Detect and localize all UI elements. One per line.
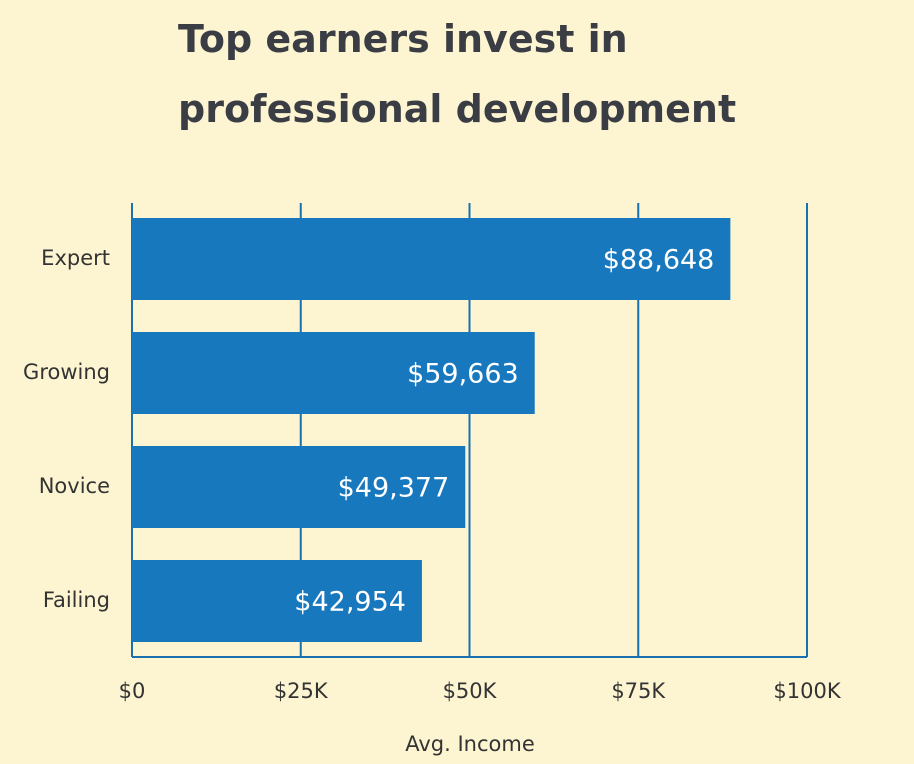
- value-label: $42,954: [294, 587, 406, 618]
- x-axis-label: Avg. Income: [405, 732, 535, 756]
- bar: [132, 446, 466, 528]
- chart-title: Top earners invest in professional devel…: [178, 17, 737, 131]
- bar: [132, 218, 731, 300]
- category-label: Novice: [39, 474, 110, 498]
- bar: [132, 332, 535, 414]
- bar: [132, 560, 422, 642]
- value-label: $49,377: [338, 473, 450, 504]
- category-label: Growing: [23, 360, 110, 384]
- x-tick-label: $50K: [443, 679, 498, 703]
- x-tick-label: $100K: [773, 679, 841, 703]
- category-label: Expert: [41, 246, 110, 270]
- x-tick-label: $0: [119, 679, 146, 703]
- value-label: $59,663: [407, 359, 519, 390]
- x-tick-label: $25K: [274, 679, 329, 703]
- x-tick-label: $75K: [611, 679, 666, 703]
- category-label: Failing: [43, 588, 110, 612]
- value-label: $88,648: [603, 245, 715, 276]
